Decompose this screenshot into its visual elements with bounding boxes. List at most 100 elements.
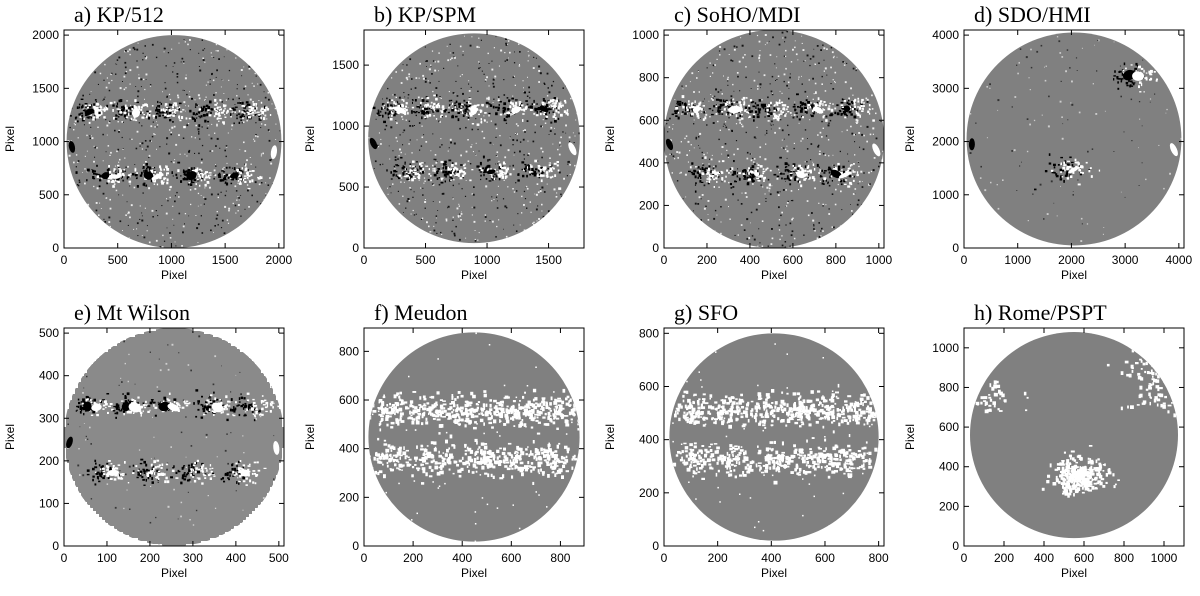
magnetic-features (368, 332, 580, 542)
y-tick-label: 1000 (332, 119, 359, 133)
panel-title: c) SoHO/MDI (674, 2, 801, 27)
magnetic-features (968, 36, 1182, 242)
y-tick-label: 1000 (932, 341, 959, 355)
y-tick-label: 200 (639, 198, 659, 212)
plot-area: 0 200 400 600 800 0 200 400 600 800 Pixel Pixel (603, 326, 889, 580)
y-tick-label: 0 (652, 241, 659, 255)
y-axis-title: Pixel (3, 126, 17, 152)
panel-title: g) SFO (674, 300, 739, 325)
panel-title: b) KP/SPM (374, 2, 477, 27)
x-tick-label: 200 (403, 551, 423, 565)
panel-title: h) Rome/PSPT (974, 300, 1107, 325)
plot-area: 0 100 200 300 400 500 0 100 200 300 400 500 Pixel Pix… (3, 326, 289, 580)
x-tick-label: 1000 (158, 253, 185, 267)
panel-h: h) Rome/PSPT 0 200 400 600 800 1000 0 200 400 600… (900, 298, 1200, 596)
x-tick-label: 800 (869, 551, 889, 565)
y-tick-label: 600 (639, 113, 659, 127)
y-axis-title: Pixel (603, 424, 617, 450)
panel-a: a) KP/512 0 500 1000 1500 2000 0 500 1000 1500 20… (0, 0, 300, 298)
x-tick-label: 3000 (1112, 253, 1139, 267)
y-tick-label: 800 (339, 344, 359, 358)
plot-area: 0 200 400 600 800 1000 0 200 400 600 800 1000 Pixel P… (903, 327, 1185, 580)
solar-disk (368, 33, 580, 244)
x-tick-label: 1500 (535, 253, 562, 267)
x-axis-title: Pixel (1061, 566, 1087, 580)
y-tick-label: 4000 (932, 28, 959, 42)
x-tick-label: 1000 (865, 253, 892, 267)
x-tick-label: 400 (740, 253, 760, 267)
x-tick-label: 1500 (212, 253, 239, 267)
x-tick-label: 0 (361, 253, 368, 267)
y-tick-label: 0 (352, 241, 359, 255)
magnetic-features (669, 343, 879, 532)
panel-title: d) SDO/HMI (974, 2, 1091, 27)
plot-frame (663, 327, 885, 547)
y-tick-label: 400 (939, 460, 959, 474)
magnetic-features (970, 344, 1178, 498)
plot-frame (63, 327, 285, 547)
x-tick-label: 800 (826, 253, 846, 267)
y-tick-label: 400 (639, 433, 659, 447)
magnetic-features (368, 35, 580, 242)
y-tick-label: 2000 (32, 28, 59, 42)
plot-frame (363, 29, 585, 249)
y-tick-label: 1000 (632, 28, 659, 42)
solar-disk (368, 332, 580, 542)
x-tick-label: 600 (815, 551, 835, 565)
x-tick-label: 600 (1074, 551, 1094, 565)
x-axis-title: Pixel (1061, 268, 1087, 282)
x-axis-title: Pixel (161, 566, 187, 580)
solar-disk (669, 333, 879, 541)
y-tick-label: 200 (639, 486, 659, 500)
plot-area: 0 500 1000 1500 2000 0 500 1000 1500 2000 Pixel Pix… (3, 28, 293, 282)
y-tick-label: 0 (952, 539, 959, 553)
x-tick-label: 500 (416, 253, 436, 267)
y-tick-label: 400 (639, 156, 659, 170)
x-tick-label: 1000 (1004, 253, 1031, 267)
x-tick-label: 200 (708, 551, 728, 565)
panel-f: f) Meudon 0 200 400 600 800 0 200 400 600 800 Pixe… (300, 298, 600, 596)
x-tick-label: 0 (661, 551, 668, 565)
x-tick-label: 500 (269, 551, 289, 565)
panel-g: g) SFO 0 200 400 600 800 0 200 400 600 800 Pixel Pi… (600, 298, 900, 596)
x-tick-label: 0 (961, 551, 968, 565)
x-tick-label: 2000 (265, 253, 292, 267)
panel-b: b) KP/SPM 0 500 1000 1500 0 500 1000 1500 Pixel P… (300, 0, 600, 298)
y-tick-label: 500 (39, 188, 59, 202)
plot-frame (663, 29, 885, 249)
magnetic-features (64, 335, 281, 546)
y-tick-label: 500 (339, 180, 359, 194)
solar-disk (970, 331, 1178, 539)
y-axis-title: Pixel (303, 126, 317, 152)
x-tick-label: 600 (783, 253, 803, 267)
plot-frame (963, 29, 1185, 249)
x-tick-label: 800 (550, 551, 570, 565)
panel-title: f) Meudon (374, 300, 468, 325)
panel-title: e) Mt Wilson (74, 300, 191, 325)
x-tick-label: 500 (108, 253, 128, 267)
x-tick-label: 0 (61, 551, 68, 565)
plot-area: 0 200 400 600 800 1000 0 200 400 600 800 1000 Pixel P… (603, 28, 893, 282)
y-tick-label: 1500 (332, 58, 359, 72)
plot-frame (63, 29, 285, 249)
x-tick-label: 0 (61, 253, 68, 267)
panel-d: d) SDO/HMI 0 1000 2000 3000 4000 0 1000 2000 300… (900, 0, 1200, 298)
y-tick-label: 1000 (932, 188, 959, 202)
panel-c: c) SoHO/MDI 0 200 400 600 800 1000 0 200 400 600 8… (600, 0, 900, 298)
plot-area: 0 200 400 600 800 0 200 400 600 800 Pixel Pixel (303, 327, 585, 580)
y-tick-label: 0 (52, 241, 59, 255)
plot-frame (963, 327, 1185, 547)
x-axis-title: Pixel (461, 268, 487, 282)
y-axis-title: Pixel (903, 126, 917, 152)
x-tick-label: 1000 (474, 253, 501, 267)
x-tick-label: 4000 (1165, 253, 1192, 267)
plot-frame (363, 327, 585, 547)
plot-area: 0 500 1000 1500 0 500 1000 1500 Pixel Pixel (303, 29, 585, 282)
y-tick-label: 0 (52, 539, 59, 553)
x-tick-label: 800 (1114, 551, 1134, 565)
y-tick-label: 800 (639, 71, 659, 85)
y-tick-label: 600 (339, 393, 359, 407)
panel-title: a) KP/512 (74, 2, 164, 27)
y-axis-title: Pixel (303, 424, 317, 450)
x-tick-label: 600 (501, 551, 521, 565)
